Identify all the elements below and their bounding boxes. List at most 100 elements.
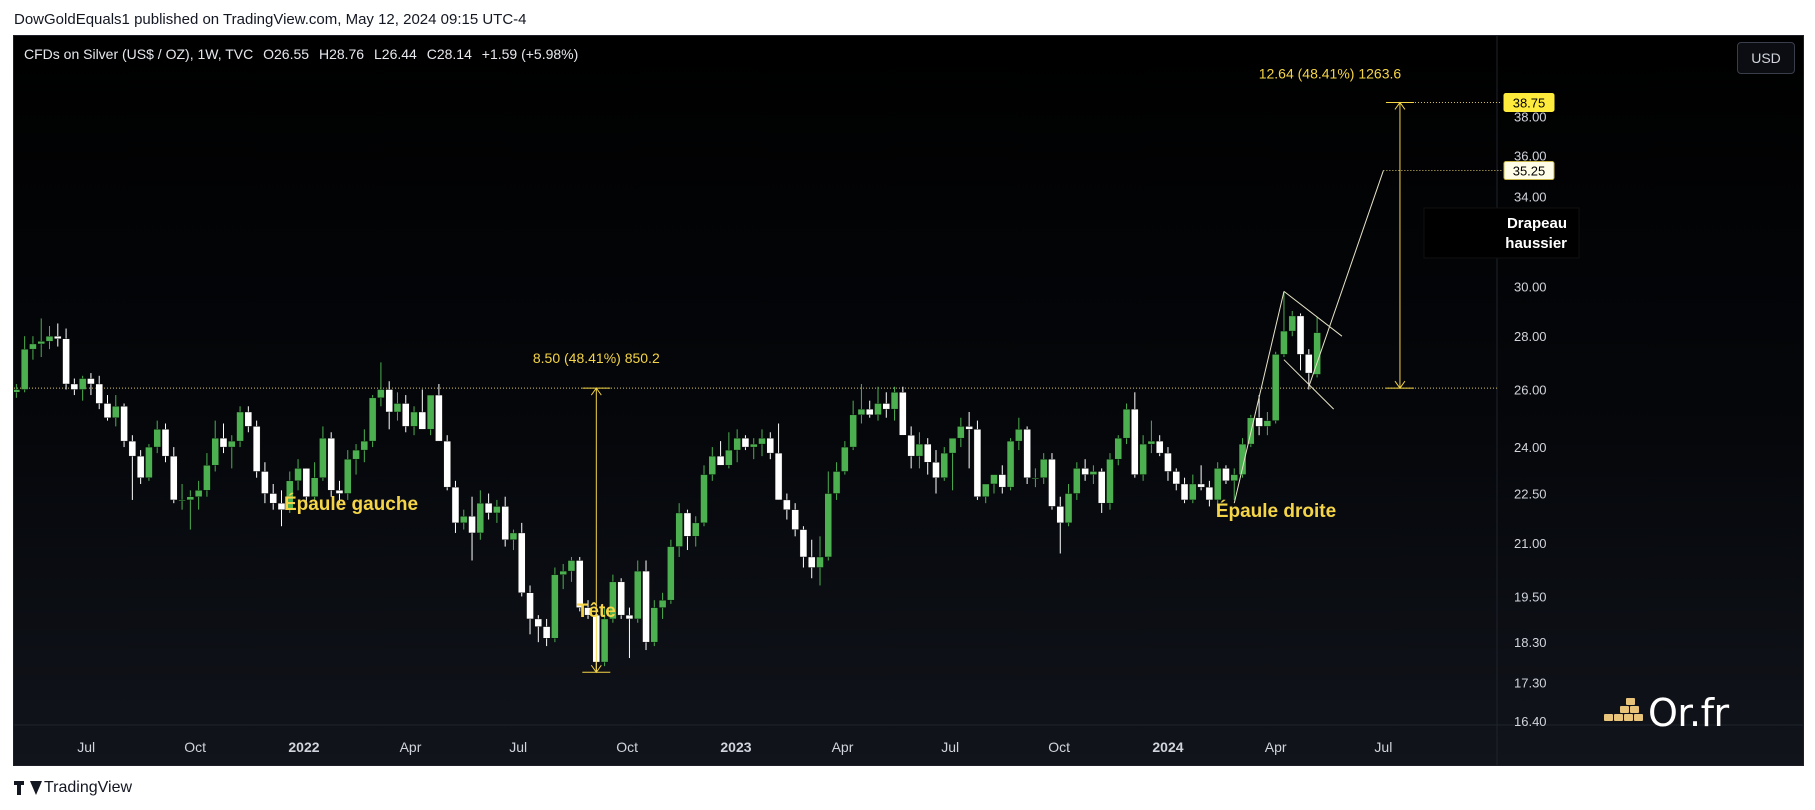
head-measure-label: 8.50 (48.41%) 850.2: [533, 350, 660, 366]
candle-body: [965, 426, 973, 430]
price-tick-label: 28.00: [1514, 329, 1547, 344]
candle-body: [667, 546, 675, 601]
time-tick-label: Oct: [184, 739, 206, 755]
candle-body: [816, 556, 824, 568]
time-tick-label: Jul: [941, 739, 959, 755]
flag-trendline: [1233, 291, 1285, 504]
price-tick-label: 22.50: [1514, 487, 1547, 502]
candle-body: [692, 522, 700, 537]
candle-body: [1081, 468, 1089, 475]
candle-body: [120, 406, 128, 442]
candle-body: [1089, 471, 1098, 475]
candle-body: [194, 490, 203, 497]
measure-arrowhead: [590, 664, 602, 674]
candle-body: [534, 618, 543, 627]
candle-body: [261, 471, 269, 494]
currency-button[interactable]: USD: [1737, 42, 1795, 74]
candle-body: [1296, 315, 1305, 355]
candle-body: [1031, 477, 1040, 479]
candle-body: [451, 486, 460, 524]
candle-body: [576, 560, 584, 608]
price-axis-label: 38.75: [1513, 95, 1546, 110]
flag-callout-line-2: haussier: [1505, 235, 1567, 252]
candle-body: [642, 570, 650, 643]
legend-high: H28.76: [318, 46, 365, 62]
candle-body: [890, 392, 899, 410]
measure-arrowhead: [590, 387, 602, 396]
candle-body: [310, 477, 319, 497]
candle-body: [799, 529, 808, 558]
candle-body: [87, 378, 95, 385]
candle-body: [468, 516, 476, 534]
brand-text: Or.fr: [1648, 691, 1729, 735]
candle-body: [634, 570, 642, 620]
candle-body: [1139, 443, 1147, 475]
price-axis-label-box: [1503, 92, 1555, 112]
candle-body: [352, 449, 360, 460]
candle-body: [418, 411, 427, 430]
candle-body: [286, 480, 294, 510]
price-tick-label: 26.00: [1514, 383, 1547, 398]
candle-body: [725, 449, 733, 466]
candle-body: [410, 411, 418, 427]
price-axis-label: 35.25: [1513, 164, 1546, 179]
candle-body: [377, 389, 385, 399]
time-tick-label: 2023: [720, 739, 751, 755]
candle-body: [542, 626, 551, 639]
candle-body: [244, 411, 253, 427]
candle-body: [1164, 452, 1172, 472]
candle-body: [368, 397, 377, 442]
candle-body: [161, 429, 170, 457]
candle-body: [385, 389, 393, 413]
flag-callout-box: [1423, 207, 1580, 259]
time-tick-label: Oct: [1048, 739, 1070, 755]
candle-body: [758, 437, 766, 445]
candle-body: [277, 502, 286, 510]
candle-body: [924, 443, 932, 463]
candle-body: [948, 437, 957, 454]
head-label: Tête: [577, 601, 616, 622]
time-tick-label: 2022: [288, 739, 319, 755]
candle-body: [393, 403, 402, 413]
candle-body: [940, 452, 948, 478]
candle-body: [335, 490, 344, 494]
candle-body: [95, 383, 103, 404]
candle-body: [1305, 354, 1313, 374]
brand-logo: Or.fr: [1602, 691, 1729, 735]
candle-body: [700, 474, 708, 524]
candle-body: [344, 458, 352, 494]
candle-body: [518, 532, 526, 593]
candle-body: [1205, 486, 1214, 501]
candle-body: [824, 493, 832, 558]
silver-weekly-chart[interactable]: 38.0036.0034.0032.0030.0028.0026.0024.00…: [14, 36, 1804, 766]
candle-body: [1073, 468, 1081, 494]
legend-open: O26.55: [263, 46, 310, 62]
candle-body: [617, 581, 625, 616]
candle-body: [1172, 471, 1180, 485]
time-tick-label: Apr: [832, 739, 854, 755]
candle-body: [882, 403, 890, 410]
flag-callout-line-1: Drapeau: [1507, 215, 1567, 232]
price-tick-label: 24.00: [1514, 440, 1547, 455]
price-tick-label: 17.30: [1514, 676, 1547, 691]
candle-body: [136, 455, 145, 478]
measure-arrowhead: [1394, 101, 1406, 110]
candle-body: [426, 394, 435, 430]
flag-trendline: [1283, 290, 1343, 337]
candle-body: [319, 437, 327, 478]
candle-body: [849, 414, 857, 448]
candle-body: [128, 440, 137, 457]
candle-body: [907, 434, 915, 457]
candle-body: [211, 437, 219, 466]
candle-body: [741, 437, 750, 448]
candle-body: [932, 462, 940, 478]
candle-body: [1131, 408, 1139, 475]
candle-body: [708, 455, 717, 475]
candle-body: [1064, 493, 1073, 524]
candle-body: [360, 440, 369, 451]
chart-frame[interactable]: 38.0036.0034.0032.0030.0028.0026.0024.00…: [13, 35, 1804, 766]
candle-body: [584, 607, 592, 616]
candle-body: [1122, 408, 1131, 439]
candle-body: [650, 607, 659, 643]
candle-body: [252, 426, 261, 472]
